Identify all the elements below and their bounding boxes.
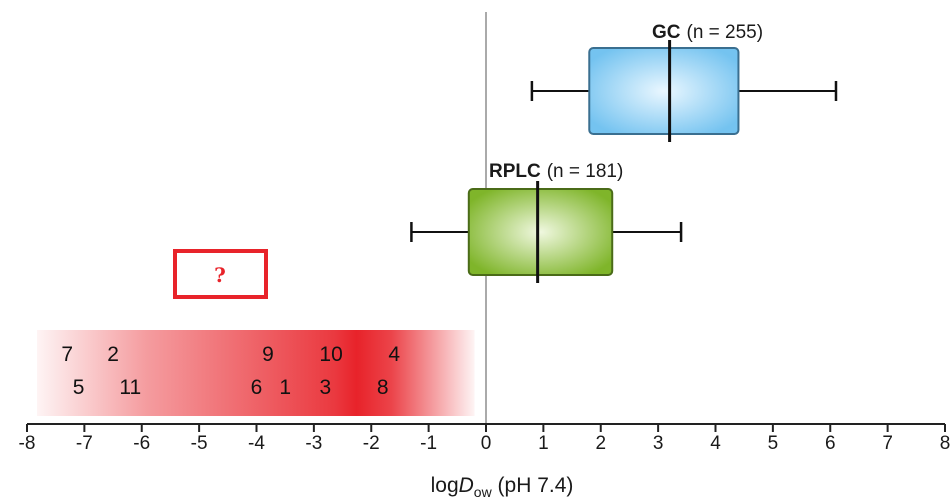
gc-box	[588, 47, 740, 135]
x-tick-label: -5	[191, 433, 208, 454]
x-tick-label: 4	[710, 433, 721, 454]
x-tick-label: 7	[882, 433, 893, 454]
x-axis-title: logDow (pH 7.4)	[431, 474, 574, 500]
x-tick-label: 6	[825, 433, 836, 454]
rplc-box	[467, 188, 614, 276]
compound-label-11: 11	[119, 376, 141, 399]
rplc-n: (n = 181)	[547, 161, 624, 182]
x-tick-label: 0	[481, 433, 492, 454]
x-tick-label: -1	[420, 433, 437, 454]
gc-name: GC	[652, 22, 681, 43]
x-axis-title-var: D	[459, 474, 474, 497]
x-tick-label: -6	[133, 433, 150, 454]
compound-label-8: 8	[377, 376, 389, 399]
x-tick-label: 2	[595, 433, 606, 454]
x-axis-title-suffix: (pH 7.4)	[492, 474, 574, 497]
x-tick-label: 3	[653, 433, 664, 454]
x-tick-label: 5	[768, 433, 779, 454]
rplc-name: RPLC	[489, 161, 541, 182]
gc-n: (n = 255)	[687, 22, 764, 43]
question-box	[173, 249, 268, 299]
compound-labels: 7 2 9 10 4 5 11 6 1 3 8	[61, 343, 400, 399]
x-tick-label: -4	[248, 433, 265, 454]
compound-label-10: 10	[319, 343, 342, 366]
compound-label-3: 3	[320, 376, 332, 399]
x-tick-label: -2	[363, 433, 380, 454]
x-tick-label: -8	[19, 433, 36, 454]
compound-label-7: 7	[61, 343, 73, 366]
unknown-region-band	[37, 330, 475, 416]
gc-box-label: GC (n = 255)	[652, 22, 763, 43]
compound-label-2: 2	[107, 343, 119, 366]
x-tick-label: 8	[940, 433, 951, 454]
x-tick-label: -3	[305, 433, 322, 454]
compound-label-4: 4	[388, 343, 400, 366]
x-axis-title-prefix: log	[431, 474, 459, 497]
compound-label-9: 9	[262, 343, 274, 366]
compound-label-5: 5	[73, 376, 85, 399]
x-axis-ticks: -8 -7 -6 -5 -4 -3 -2 -1 0 1 2 3 4 5 6 7 8	[19, 424, 951, 454]
x-tick-label: -7	[76, 433, 93, 454]
gc-boxplot: GC (n = 255)	[530, 22, 838, 142]
x-axis-title-sub: ow	[474, 484, 493, 500]
compound-label-6: 6	[251, 376, 263, 399]
rplc-box-label: RPLC (n = 181)	[489, 161, 623, 182]
x-tick-label: 1	[538, 433, 549, 454]
rplc-boxplot: RPLC (n = 181)	[410, 161, 683, 283]
compound-label-1: 1	[279, 376, 291, 399]
question-mark-label: ?	[214, 263, 226, 287]
